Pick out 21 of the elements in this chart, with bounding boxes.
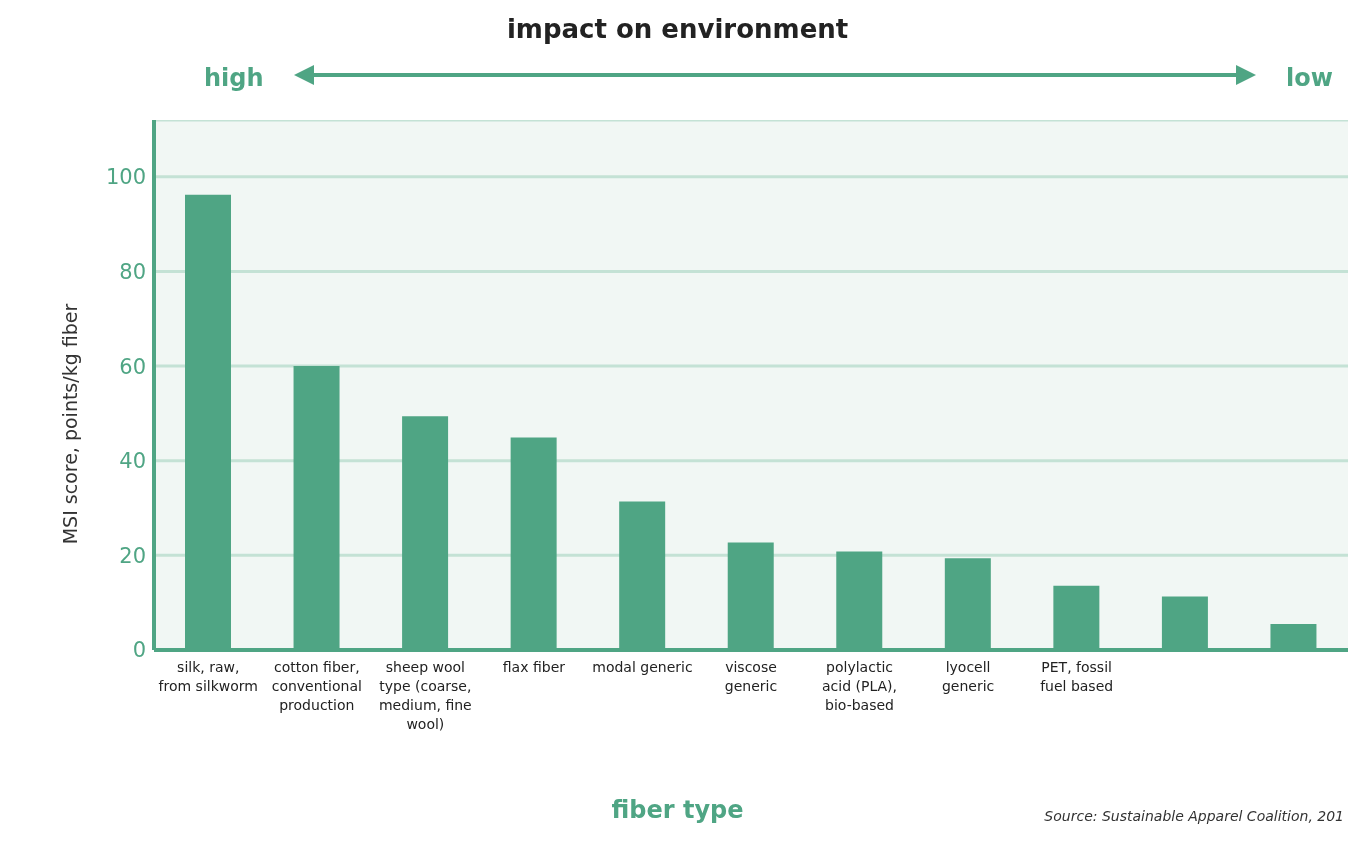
text: low [1286, 64, 1333, 92]
y-tick-label: 60 [119, 354, 146, 379]
y-axis-title: MSI score, points/kg fiber [59, 303, 81, 545]
y-tick-label: 100 [105, 165, 146, 190]
x-tick-label: polylactic acid (PLA), bio-based [822, 659, 898, 713]
y-tick-label: 0 [132, 638, 146, 663]
y-tick-label: 40 [119, 449, 146, 474]
source-note: Source: Sustainable Apparel Coalition, 201 [1044, 808, 1344, 824]
x-tick-label: PET, fossil fuel based [1040, 659, 1114, 694]
x-tick-label: cotton fiber, conventional production [271, 659, 362, 713]
x-tick-label: flax fiber [502, 659, 566, 675]
x-tick-label: viscose generic [724, 659, 778, 694]
y-tick-label: 80 [119, 259, 146, 284]
text: high [204, 64, 264, 92]
x-axis-title: fiber type [611, 796, 744, 824]
x-tick-label: modal generic [592, 659, 693, 675]
chart-title: impact on environment [505, 14, 850, 44]
x-tick-label: sheep wool type (coarse, medium, fine wool) [378, 659, 472, 732]
y-tick-label: 20 [119, 543, 146, 568]
x-tick-label: lyocell generic [941, 659, 995, 694]
x-tick-label: silk, raw, from silkworm [158, 659, 258, 694]
